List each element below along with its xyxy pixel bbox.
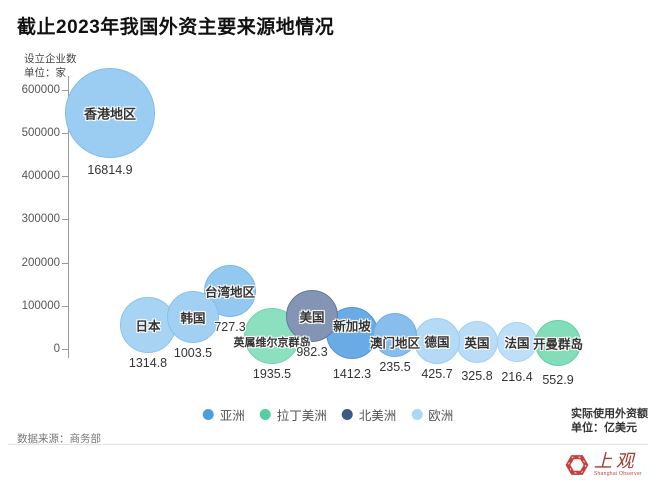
shanghai-observer-logo-icon bbox=[565, 454, 589, 475]
legend-item-label: 欧洲 bbox=[428, 409, 454, 423]
legend-item-北美洲[interactable]: 北美洲 bbox=[341, 405, 397, 424]
bubble-英国[interactable] bbox=[456, 321, 498, 364]
publisher-logo: 上观 Shanghai Observer bbox=[565, 452, 642, 477]
bubble-value-label: 552.9 bbox=[542, 372, 574, 387]
bubble-德国[interactable] bbox=[414, 318, 460, 364]
page-title: 截止2023年我国外资主要来源地情况 bbox=[17, 17, 335, 38]
y-axis-line bbox=[68, 76, 69, 358]
bubble-澳门地区[interactable] bbox=[373, 313, 417, 358]
legend-dot-icon bbox=[202, 409, 214, 420]
legend-item-亚洲[interactable]: 亚洲 bbox=[202, 405, 245, 424]
bubble-value-label: 216.4 bbox=[501, 370, 533, 385]
bubble-value-label: 425.7 bbox=[421, 367, 453, 381]
bubble-value-label: 982.3 bbox=[296, 345, 328, 360]
bubble-name-label: 韩国 bbox=[180, 311, 206, 326]
bubble-value-label: 1003.5 bbox=[173, 346, 213, 361]
bubble-美国[interactable] bbox=[286, 290, 338, 343]
bubble-value-label: 1935.5 bbox=[252, 367, 292, 382]
bubble-value-label: 235.5 bbox=[379, 360, 411, 375]
publisher-logo-name: 上观 bbox=[593, 451, 638, 471]
bubble-name-label: 英属维尔京群岛 bbox=[233, 337, 311, 350]
y-axis-tick-mark bbox=[62, 262, 68, 264]
y-axis-tick-label: 400000 bbox=[21, 170, 60, 183]
legend-item-拉丁美洲[interactable]: 拉丁美洲 bbox=[259, 405, 327, 424]
y-axis-tick-mark bbox=[62, 349, 68, 350]
legend-dot-icon bbox=[341, 409, 353, 420]
legend-item-label: 拉丁美洲 bbox=[276, 409, 327, 423]
y-axis-tick-label: 500000 bbox=[21, 127, 60, 140]
y-axis-tick-mark bbox=[62, 176, 68, 178]
bubble-name-label: 法国 bbox=[504, 336, 530, 351]
y-axis-tick-label: 0 bbox=[53, 343, 60, 355]
bubble-chart: 600000 500000 400000 300000 200000 100000 0 香港地… bbox=[21, 67, 584, 387]
footer-divider bbox=[8, 444, 648, 445]
legend-dot-icon bbox=[411, 409, 423, 420]
y-axis-tick-mark bbox=[62, 133, 68, 135]
y-axis-tick-label: 100000 bbox=[21, 299, 60, 312]
bubble-value-label: 727.3 bbox=[214, 320, 246, 335]
chart-legend: 亚洲 拉丁美洲 北美洲 欧洲 bbox=[202, 405, 453, 424]
bubble-value-label: 16814.9 bbox=[87, 162, 133, 177]
bubble-name-label: 日本 bbox=[135, 319, 161, 334]
y-axis-tick-mark bbox=[62, 305, 68, 307]
y-axis-tick-mark bbox=[62, 219, 68, 221]
y-axis-tick-label: 300000 bbox=[21, 213, 60, 226]
publisher-logo-subtitle: Shanghai Observer bbox=[593, 471, 642, 477]
bubble-value-label: 325.8 bbox=[461, 369, 493, 384]
bubble-香港地区[interactable] bbox=[65, 67, 155, 158]
bubble-韩国[interactable] bbox=[167, 291, 219, 344]
y-axis-tick-label: 200000 bbox=[21, 256, 60, 269]
y-axis-unit-label: 设立企业数 单位：家 bbox=[24, 53, 77, 80]
y-axis-tick-label: 600000 bbox=[21, 83, 60, 96]
legend-dot-icon bbox=[259, 409, 271, 420]
legend-item-label: 亚洲 bbox=[219, 409, 245, 423]
bubble-name-label: 澳门地区 bbox=[369, 336, 421, 351]
bubble-name-label: 香港地区 bbox=[83, 106, 137, 122]
bubble-name-label: 美国 bbox=[299, 310, 325, 325]
legend-item-label: 北美洲 bbox=[358, 409, 397, 423]
legend-item-欧洲[interactable]: 欧洲 bbox=[411, 405, 453, 424]
data-source-note: 数据来源：商务部 bbox=[17, 433, 101, 445]
bubble-name-label: 新加坡 bbox=[333, 319, 371, 334]
bubble-name-label: 英国 bbox=[464, 336, 490, 351]
bubble-value-label: 1314.8 bbox=[128, 356, 168, 371]
y-axis-tick-mark bbox=[62, 89, 68, 91]
bubble-日本[interactable] bbox=[120, 297, 176, 354]
bubble-name-label: 开曼群岛 bbox=[532, 337, 584, 352]
bubble-size-unit-note: 实际使用外资额 单位：亿美元 bbox=[571, 408, 648, 435]
bubble-name-label: 德国 bbox=[424, 335, 450, 350]
bubble-value-label: 1412.3 bbox=[332, 367, 372, 382]
bubble-开曼群岛[interactable] bbox=[535, 319, 581, 366]
bubble-name-label: 台湾地区 bbox=[204, 285, 256, 300]
